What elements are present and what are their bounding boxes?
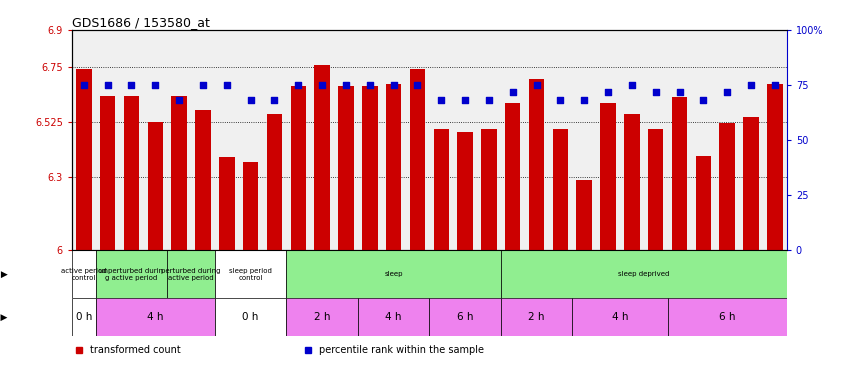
Bar xyxy=(573,298,667,336)
Bar xyxy=(72,298,96,336)
Point xyxy=(316,82,329,88)
Text: 6 h: 6 h xyxy=(719,312,735,322)
Bar xyxy=(667,298,787,336)
Bar xyxy=(501,250,787,298)
Bar xyxy=(76,69,91,250)
Point xyxy=(768,82,782,88)
Text: sleep period
control: sleep period control xyxy=(229,267,272,280)
Bar xyxy=(358,298,430,336)
Bar xyxy=(430,298,501,336)
Text: 4 h: 4 h xyxy=(385,312,402,322)
Point xyxy=(363,82,376,88)
Text: time ▶: time ▶ xyxy=(0,312,8,321)
Point xyxy=(673,88,686,94)
Point xyxy=(530,82,543,88)
Bar xyxy=(362,86,377,250)
Bar xyxy=(72,250,96,298)
Text: 6 h: 6 h xyxy=(457,312,474,322)
Point xyxy=(124,82,138,88)
Point xyxy=(101,82,114,88)
Text: 2 h: 2 h xyxy=(528,312,545,322)
Point xyxy=(267,98,281,104)
Bar xyxy=(172,96,187,250)
Text: transformed count: transformed count xyxy=(90,345,180,355)
Point xyxy=(220,82,233,88)
Text: active period
control: active period control xyxy=(61,267,107,280)
Text: GDS1686 / 153580_at: GDS1686 / 153580_at xyxy=(72,16,210,29)
Bar xyxy=(215,298,286,336)
Point xyxy=(696,98,710,104)
Bar xyxy=(215,250,286,298)
Bar xyxy=(168,250,215,298)
Bar xyxy=(290,86,306,250)
Text: unperturbed durin
g active period: unperturbed durin g active period xyxy=(100,267,163,280)
Text: 4 h: 4 h xyxy=(612,312,629,322)
Bar xyxy=(266,114,283,250)
Bar xyxy=(386,84,401,250)
Bar xyxy=(505,104,520,250)
Bar xyxy=(286,250,501,298)
Text: sleep deprived: sleep deprived xyxy=(618,271,669,277)
Bar xyxy=(147,122,163,250)
Bar xyxy=(767,84,783,250)
Bar xyxy=(624,114,640,250)
Bar xyxy=(601,104,616,250)
Bar xyxy=(286,298,358,336)
Bar xyxy=(124,96,140,250)
Bar xyxy=(576,180,592,250)
Bar xyxy=(695,156,711,250)
Bar xyxy=(433,129,449,250)
Point xyxy=(292,82,305,88)
Bar xyxy=(243,162,258,250)
Bar xyxy=(409,69,426,250)
Point xyxy=(435,98,448,104)
Point xyxy=(578,98,591,104)
Text: 0 h: 0 h xyxy=(75,312,92,322)
Point xyxy=(459,98,472,104)
Point xyxy=(625,82,639,88)
Bar xyxy=(648,129,663,250)
Bar xyxy=(96,250,168,298)
Point xyxy=(77,82,91,88)
Point xyxy=(553,98,567,104)
Text: sleep: sleep xyxy=(384,271,403,277)
Bar xyxy=(338,86,354,250)
Bar xyxy=(529,79,544,250)
Point xyxy=(649,88,662,94)
Point xyxy=(410,82,424,88)
Bar xyxy=(744,117,759,250)
Bar xyxy=(719,123,735,250)
Point xyxy=(387,82,400,88)
Text: 0 h: 0 h xyxy=(243,312,259,322)
Point xyxy=(149,82,162,88)
Bar xyxy=(552,129,569,250)
Bar xyxy=(100,96,115,250)
Point xyxy=(196,82,210,88)
Text: protocol ▶: protocol ▶ xyxy=(0,270,8,279)
Text: 2 h: 2 h xyxy=(314,312,331,322)
Point xyxy=(173,98,186,104)
Point xyxy=(602,88,615,94)
Bar xyxy=(672,97,687,250)
Bar xyxy=(315,66,330,250)
Bar xyxy=(195,110,211,250)
Bar xyxy=(501,298,573,336)
Bar xyxy=(458,132,473,250)
Point xyxy=(506,88,519,94)
Point xyxy=(744,82,758,88)
Bar xyxy=(96,298,215,336)
Bar xyxy=(219,157,234,250)
Text: 4 h: 4 h xyxy=(147,312,163,322)
Point xyxy=(339,82,353,88)
Text: perturbed during
active period: perturbed during active period xyxy=(162,267,221,280)
Bar xyxy=(481,129,497,250)
Point xyxy=(482,98,496,104)
Point xyxy=(721,88,734,94)
Point xyxy=(244,98,257,104)
Text: percentile rank within the sample: percentile rank within the sample xyxy=(319,345,484,355)
